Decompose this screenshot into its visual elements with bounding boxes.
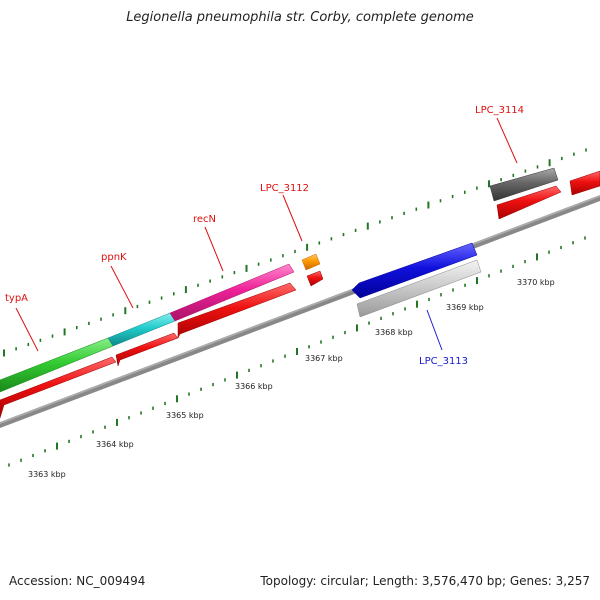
kbp-label: 3366 kbp: [235, 382, 273, 391]
gene-LPC_3113-bottom[interactable]: [356, 259, 482, 318]
accession-text: Accession: NC_009494: [9, 574, 146, 588]
gene-recN[interactable]: [169, 263, 295, 322]
gene-label-recN: recN: [193, 214, 216, 225]
gene-label-LPC_3113: LPC_3113: [419, 356, 468, 367]
gene-LPC_3113-top[interactable]: [351, 242, 478, 299]
gene-feature-forward-3[interactable]: [177, 282, 297, 339]
gene-LPC_3114[interactable]: [489, 167, 559, 202]
gene-LPC_3112[interactable]: [301, 253, 321, 271]
gene-feature-forward-5[interactable]: [496, 185, 562, 220]
genome-title: Legionella pneumophila str. Corby, compl…: [126, 10, 474, 25]
gene-feature-forward-4[interactable]: [306, 270, 324, 287]
kbp-label: 3368 kbp: [375, 328, 413, 337]
kbp-label: 3363 kbp: [28, 470, 66, 479]
kbp-label: 3369 kbp: [446, 303, 484, 312]
kbp-label: 3364 kbp: [96, 440, 134, 449]
kbp-label: 3370 kbp: [517, 278, 555, 287]
gene-label-ppnK: ppnK: [101, 252, 127, 263]
kbp-label: 3365 kbp: [166, 411, 204, 420]
gene-label-LPC_3112: LPC_3112: [260, 183, 309, 194]
upper-tick-row: [3, 148, 587, 357]
topology-text: Topology: circular; Length: 3,576,470 bp…: [260, 574, 590, 588]
gene-feature-forward-1[interactable]: [0, 356, 117, 419]
gene-label-LPC_3114: LPC_3114: [475, 105, 524, 116]
gene-label-typA: typA: [5, 293, 28, 304]
lower-tick-row: [8, 236, 586, 467]
gene-feature-forward-2[interactable]: [115, 332, 179, 367]
kbp-label: 3367 kbp: [305, 354, 343, 363]
gene-feature-forward-6[interactable]: [569, 170, 600, 196]
